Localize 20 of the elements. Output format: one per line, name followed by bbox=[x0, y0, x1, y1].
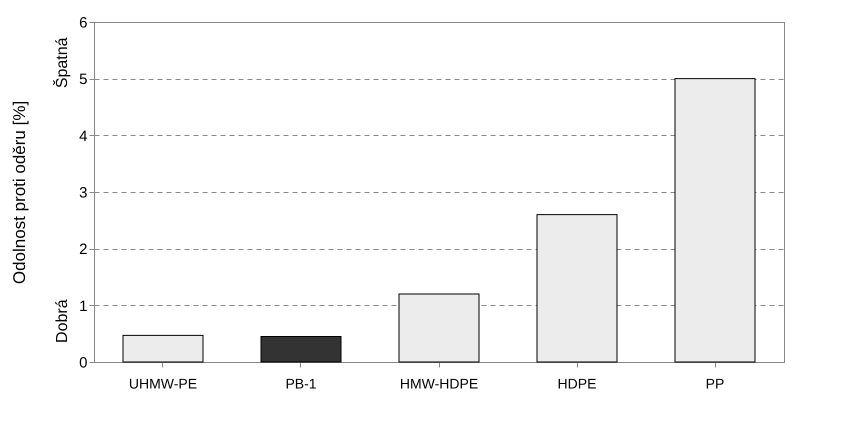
y-axis-title: Odolnost proti oděru [%] bbox=[10, 100, 30, 284]
x-tick-label: PB-1 bbox=[285, 376, 317, 392]
x-tick-label: UHMW-PE bbox=[128, 376, 198, 392]
bar bbox=[260, 336, 342, 362]
x-tick-label: PP bbox=[706, 376, 724, 392]
x-tick-label: HDPE bbox=[558, 376, 596, 392]
y-tick-label: 0 bbox=[79, 354, 88, 372]
bar bbox=[674, 78, 756, 362]
y-tick-label: 5 bbox=[79, 71, 88, 88]
y-tick-label: 3 bbox=[79, 184, 88, 202]
x-tick-label: HMW-HDPE bbox=[400, 376, 478, 392]
text: Špatná bbox=[53, 37, 71, 88]
bar bbox=[536, 214, 618, 362]
y-tick-label: 2 bbox=[79, 241, 88, 258]
y-tick-label: 6 bbox=[79, 14, 88, 32]
bar bbox=[398, 294, 480, 362]
y-tick-label: 4 bbox=[79, 128, 88, 145]
text: Dobrá bbox=[54, 299, 71, 343]
y-tick-label: 1 bbox=[79, 298, 88, 315]
bar bbox=[122, 334, 204, 362]
